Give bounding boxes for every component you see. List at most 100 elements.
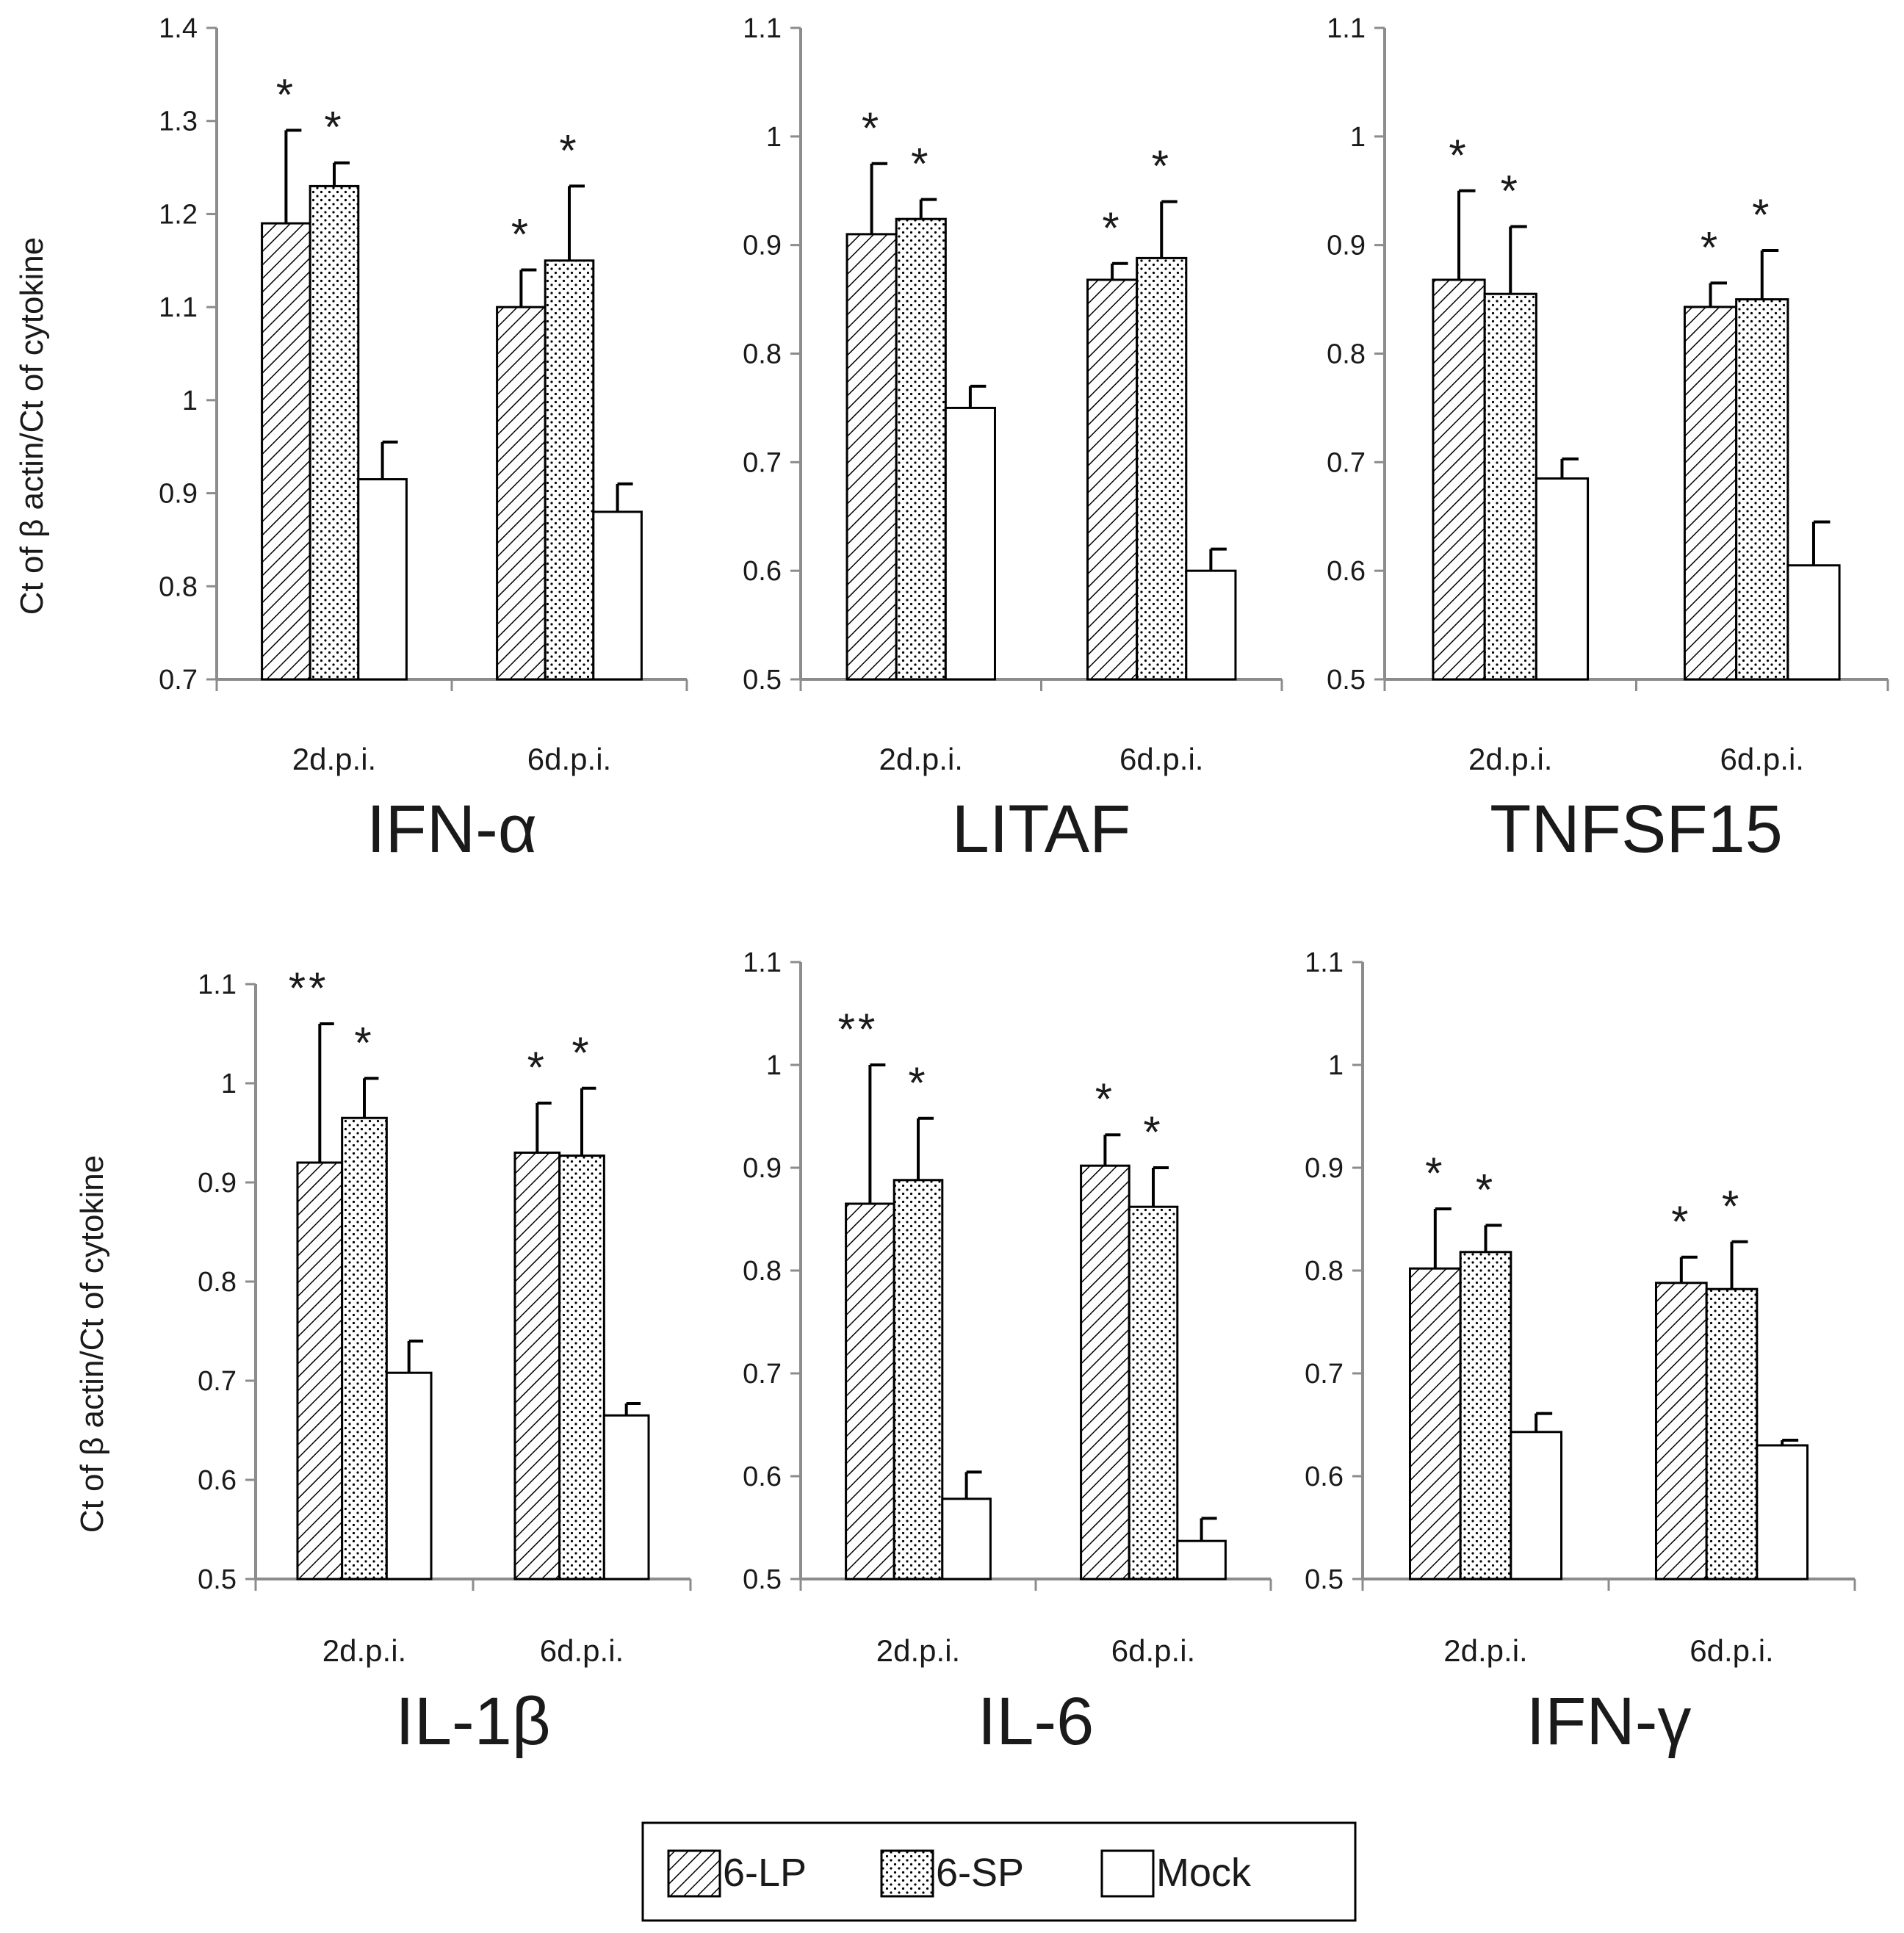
y-tick-label: 0.5 <box>1327 665 1366 695</box>
category-label: 6d.p.i. <box>527 742 611 776</box>
y-tick-label: 0.7 <box>743 1359 782 1390</box>
y-tick-label: 1.1 <box>1305 947 1344 978</box>
significance-marker: * <box>1143 1108 1163 1157</box>
category-label: 6d.p.i. <box>1720 742 1804 776</box>
significance-marker: * <box>1722 1182 1742 1231</box>
bar <box>592 510 643 681</box>
chart-title: LITAF <box>952 792 1131 867</box>
y-tick-label: 0.9 <box>1327 231 1366 261</box>
bar <box>1483 292 1537 681</box>
y-tick-label: 0.5 <box>198 1564 237 1595</box>
category-label: 6d.p.i. <box>1690 1633 1773 1668</box>
y-tick-label: 0.8 <box>1305 1256 1344 1287</box>
bar <box>1683 306 1738 681</box>
bar <box>357 478 408 681</box>
bar <box>602 1414 650 1580</box>
y-tick-label: 1.1 <box>159 292 198 323</box>
bar <box>1408 1267 1462 1580</box>
y-tick-label: 0.5 <box>743 1564 782 1595</box>
y-tick-label: 0.9 <box>1305 1153 1344 1184</box>
bar <box>845 1202 895 1580</box>
legend-box <box>641 1821 1357 1922</box>
bar <box>544 259 595 681</box>
y-tick-label: 0.8 <box>743 339 782 370</box>
bar <box>895 217 947 681</box>
bar <box>1432 278 1486 681</box>
significance-marker: * <box>276 70 296 119</box>
y-tick-label: 1.3 <box>159 106 198 137</box>
significance-marker: * <box>1671 1197 1691 1246</box>
y-tick-label: 1.2 <box>159 199 198 230</box>
chart-title: IFN-γ <box>1526 1684 1692 1759</box>
category-label: 6d.p.i. <box>1119 742 1203 776</box>
y-tick-label: 0.9 <box>198 1168 237 1199</box>
chart-panel-ifn-gamma: 0.5 0.6 0.7 0.8 0.9 1 1.1 * * 2d.p.i. * * 6d.p.i. IFN… <box>1305 947 1856 1759</box>
significance-marker: * <box>559 126 579 175</box>
significance-marker: * <box>1425 1149 1445 1198</box>
significance-marker: * <box>1102 203 1122 253</box>
bar <box>1176 1539 1227 1580</box>
bar <box>496 306 547 681</box>
y-tick-label: 1 <box>766 1050 782 1081</box>
significance-marker: * <box>571 1028 591 1077</box>
category-label: 2d.p.i. <box>292 742 376 776</box>
y-tick-label: 0.6 <box>1327 556 1366 587</box>
significance-marker: * <box>324 103 344 152</box>
bar <box>1080 1164 1130 1580</box>
y-tick-label: 1.4 <box>159 13 198 44</box>
category-label: 2d.p.i. <box>1443 1633 1527 1668</box>
chart-panel-tnfsf15: 0.5 0.6 0.7 0.8 0.9 1 1.1 * * 2d.p.i. * * 6d.p.i. TNF… <box>1327 13 1889 867</box>
bar <box>341 1116 388 1580</box>
bar <box>261 222 311 681</box>
bar <box>1756 1444 1809 1580</box>
legend-label-mock: Mock <box>1156 1851 1252 1895</box>
bar <box>1654 1282 1708 1580</box>
legend-swatch-6-lp <box>667 1849 721 1898</box>
y-tick-label: 0.9 <box>159 479 198 510</box>
legend-label-6-lp: 6-LP <box>723 1851 807 1895</box>
category-label: 2d.p.i. <box>322 1633 406 1668</box>
y-tick-label: 0.7 <box>198 1366 237 1397</box>
significance-marker: * <box>1095 1074 1115 1124</box>
chart-title: IL-6 <box>978 1684 1095 1759</box>
bar <box>1786 564 1841 681</box>
significance-marker: * <box>1752 190 1772 239</box>
y-axis-label-top: Ct of β actin/Ct of cytokine <box>14 237 50 615</box>
y-tick-label: 0.6 <box>198 1465 237 1496</box>
chart-panel-il-6: 0.50.60.70.80.911.1***2d.p.i.**6d.p.i.IL… <box>743 947 1272 1759</box>
y-tick-label: 1.1 <box>1327 13 1366 44</box>
significance-marker: * <box>527 1043 547 1092</box>
y-tick-label: 0.8 <box>1327 339 1366 370</box>
significance-marker: * <box>1501 167 1521 216</box>
y-tick-label: 0.6 <box>1305 1462 1344 1492</box>
category-label: 6d.p.i. <box>540 1633 624 1668</box>
bar <box>1459 1251 1512 1580</box>
y-tick-label: 0.7 <box>743 447 782 478</box>
significance-marker: * <box>1701 223 1720 272</box>
y-tick-label: 0.8 <box>743 1256 782 1287</box>
chart-panel-ifn-alpha: 0.7 0.8 0.9 1 1.1 1.2 1.3 1.4 * * 2d.p.i. * * 6d.p.i.… <box>159 13 688 867</box>
y-tick-label: 0.9 <box>743 1153 782 1184</box>
significance-marker: * <box>1449 131 1468 180</box>
bar <box>892 1179 944 1580</box>
significance-marker: ** <box>838 1005 879 1054</box>
y-tick-label: 0.9 <box>743 231 782 261</box>
bar <box>1128 1205 1179 1580</box>
bar <box>941 1497 992 1580</box>
bar <box>1086 278 1139 681</box>
bar <box>1735 298 1789 681</box>
category-label: 2d.p.i. <box>876 1633 960 1668</box>
bar <box>558 1155 605 1580</box>
y-tick-label: 0.8 <box>198 1267 237 1298</box>
y-tick-label: 1 <box>766 122 782 153</box>
y-tick-label: 0.7 <box>1305 1359 1344 1390</box>
y-tick-label: 0.6 <box>743 556 782 587</box>
y-tick-label: 0.8 <box>159 571 198 602</box>
chart-panel-il-1beta: 0.50.60.70.80.911.1 ***2d.p.i.* *6d.p.i.IL… <box>198 964 692 1759</box>
y-tick-label: 1.1 <box>743 947 782 978</box>
bar <box>1705 1287 1759 1580</box>
category-label: 2d.p.i. <box>1468 742 1552 776</box>
bar <box>944 406 996 681</box>
y-tick-label: 1 <box>1328 1050 1344 1081</box>
